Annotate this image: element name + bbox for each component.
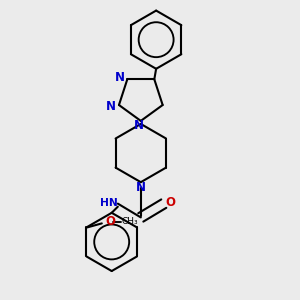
- Text: N: N: [134, 119, 144, 132]
- Text: HN: HN: [100, 198, 118, 208]
- Text: CH₃: CH₃: [121, 218, 138, 226]
- Text: N: N: [136, 181, 146, 194]
- Text: O: O: [166, 196, 176, 209]
- Text: N: N: [115, 71, 124, 84]
- Text: O: O: [105, 215, 116, 228]
- Text: N: N: [106, 100, 116, 113]
